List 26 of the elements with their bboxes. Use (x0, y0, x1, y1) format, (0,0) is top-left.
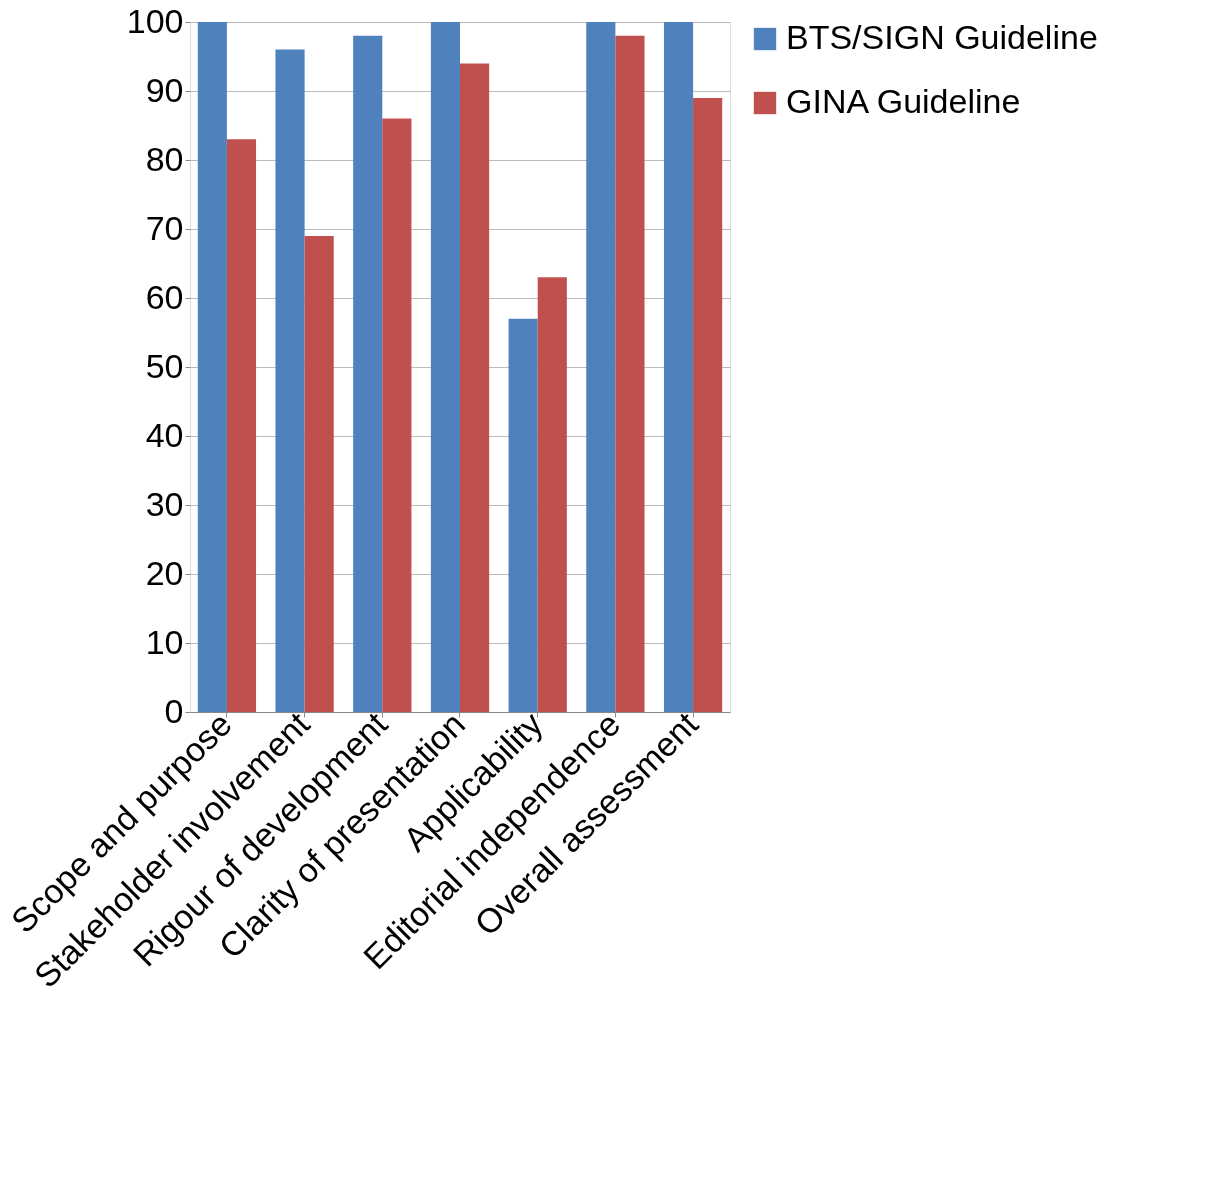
bar (275, 49, 305, 712)
y-tick-label: 90 (145, 70, 184, 109)
bar (460, 63, 490, 712)
legend-label: GINA Guideline (786, 82, 1021, 120)
bar (226, 139, 257, 712)
bar (304, 235, 334, 712)
y-tick-label: 10 (145, 622, 184, 661)
bar (353, 35, 383, 712)
legend-label: BTS/SIGN Guideline (786, 18, 1098, 56)
bar (586, 22, 616, 712)
bar (693, 97, 723, 712)
bar (615, 35, 645, 712)
bar (197, 22, 227, 712)
y-tick-label: 30 (145, 484, 184, 523)
y-tick-label: 50 (145, 346, 184, 385)
bar (430, 22, 460, 712)
y-tick-label: 40 (145, 415, 184, 454)
y-tick-label: 70 (145, 208, 184, 247)
y-tick-label: 20 (145, 553, 184, 592)
bar (508, 318, 538, 712)
bar (663, 22, 694, 712)
y-tick-label: 100 (126, 1, 184, 40)
bar (537, 277, 567, 712)
bar (382, 118, 412, 712)
y-tick-label: 80 (145, 139, 184, 178)
y-tick-label: 60 (145, 277, 184, 316)
